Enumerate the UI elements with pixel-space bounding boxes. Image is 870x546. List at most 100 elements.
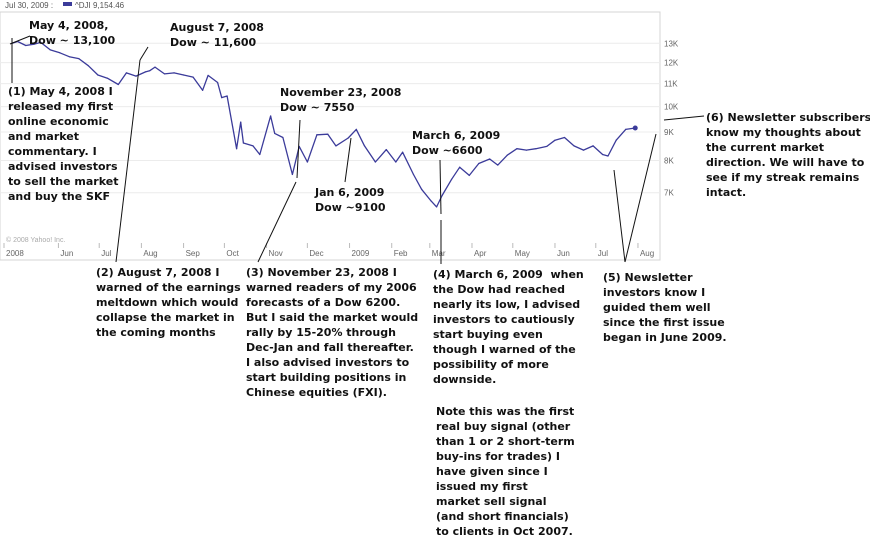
- annotation-note-3: (3) November 23, 2008 I warned readers o…: [246, 266, 419, 399]
- data-point: [436, 206, 438, 208]
- data-point: [615, 139, 617, 141]
- data-point: [468, 174, 470, 177]
- header-date: Jul 30, 2009 :: [5, 1, 53, 10]
- data-point: [135, 75, 137, 77]
- x-tick-label: Mar: [432, 249, 446, 258]
- data-point: [226, 95, 228, 97]
- annotation-note-4-addendum: Note this was the first real buy signal …: [436, 405, 575, 538]
- data-point: [355, 128, 357, 130]
- data-point: [395, 161, 397, 163]
- y-tick-label: 13K: [664, 39, 679, 48]
- data-point: [270, 115, 272, 117]
- data-point: [573, 145, 575, 147]
- data-point: [192, 76, 194, 78]
- data-point: [125, 72, 128, 74]
- data-point: [582, 149, 585, 151]
- data-point: [347, 137, 349, 139]
- y-axis: 13K 12K 11K 10K 9K 8K 7K: [664, 39, 679, 197]
- x-tick-label: Jul: [101, 249, 111, 258]
- data-point: [182, 74, 185, 76]
- annotation-note-6: (6) Newsletter subscribers know my thoug…: [706, 111, 870, 199]
- data-point: [259, 153, 261, 156]
- x-tick-label: Oct: [226, 249, 239, 258]
- data-point: [441, 194, 443, 197]
- x-tick-label: Sep: [186, 249, 201, 258]
- legend-swatch: [63, 2, 72, 6]
- data-point: [412, 173, 415, 176]
- data-point: [216, 81, 219, 84]
- data-point: [625, 128, 627, 130]
- annotation-may-2008-point: May 4, 2008, Dow ~ 13,100: [29, 19, 116, 47]
- data-point: [291, 173, 294, 176]
- data-point: [25, 44, 27, 47]
- data-point: [506, 154, 508, 156]
- annotation-note-4: (4) March 6, 2009 when the Dow had reach…: [433, 268, 584, 386]
- data-point: [163, 73, 166, 75]
- data-point: [68, 56, 70, 58]
- x-tick-label: Aug: [143, 249, 157, 258]
- y-tick-label: 12K: [664, 59, 679, 68]
- data-point: [385, 148, 387, 151]
- data-point: [402, 151, 404, 153]
- data-point: [221, 97, 223, 99]
- data-point: [148, 70, 151, 72]
- data-point: [335, 145, 337, 147]
- data-point: [535, 148, 537, 150]
- data-point: [546, 145, 548, 148]
- data-point: [87, 65, 89, 67]
- plot-frame: [0, 11, 661, 261]
- data-point: [374, 161, 376, 163]
- data-point: [430, 200, 432, 202]
- data-point: [497, 164, 499, 166]
- annotation-aug-2008-point: August 7, 2008 Dow ~ 11,600: [170, 21, 264, 49]
- data-point: [59, 52, 61, 54]
- y-tick-label: 7K: [664, 189, 674, 198]
- x-tick-label: 2008: [6, 249, 24, 258]
- data-point: [242, 142, 245, 144]
- data-point: [49, 49, 51, 51]
- data-point: [516, 148, 518, 150]
- y-tick-label: 8K: [664, 156, 674, 165]
- x-tick-label: Feb: [394, 249, 408, 258]
- data-point: [240, 121, 242, 123]
- data-point: [78, 58, 80, 60]
- data-point: [459, 166, 461, 168]
- data-point: [274, 132, 276, 135]
- data-point: [563, 136, 566, 139]
- data-point: [592, 145, 594, 147]
- data-point: [202, 89, 204, 91]
- data-point: [554, 139, 556, 141]
- y-tick-label: 11K: [664, 80, 678, 89]
- annotation-note-2: (2) August 7, 2008 I warned of the earni…: [96, 266, 241, 339]
- annotation-jan-2009-point: Jan 6, 2009 Dow ~9100: [315, 186, 386, 214]
- annotation-leader-lines: [9, 35, 705, 264]
- annotation-mar-2009-point: March 6, 2009 Dow ~6600: [412, 129, 501, 157]
- x-tick-label: Nov: [269, 249, 283, 258]
- data-point: [421, 188, 423, 190]
- data-point: [607, 155, 609, 157]
- data-point: [489, 158, 491, 160]
- data-point: [144, 71, 147, 73]
- data-point: [327, 133, 329, 135]
- data-point: [33, 43, 35, 45]
- data-point: [154, 66, 156, 68]
- x-tick-label: Apr: [474, 249, 487, 258]
- data-point: [601, 153, 604, 156]
- data-point: [632, 125, 638, 131]
- data-point: [363, 145, 366, 147]
- gridlines: [0, 42, 660, 194]
- annotation-note-1: (1) May 4, 2008 I released my first onli…: [8, 85, 119, 203]
- data-point: [236, 148, 238, 150]
- data-point: [207, 74, 209, 77]
- data-point: [40, 41, 42, 43]
- x-tick-label: Jun: [60, 249, 73, 258]
- annotation-nov-2008-point: November 23, 2008 Dow ~ 7550: [280, 86, 402, 114]
- data-point: [478, 162, 480, 165]
- data-point: [173, 72, 175, 74]
- y-tick-label: 9K: [664, 128, 674, 137]
- legend-series-label: ^DJI 9,154.46: [75, 1, 125, 10]
- series-line-dji: [11, 40, 636, 208]
- data-point: [525, 149, 528, 151]
- data-point: [282, 136, 284, 139]
- x-tick-label: Jul: [598, 249, 608, 258]
